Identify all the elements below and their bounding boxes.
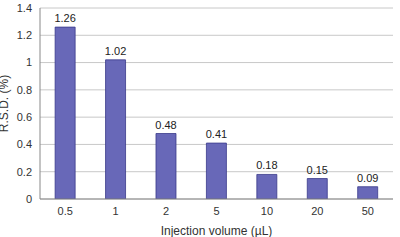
svg-text:1.4: 1.4 (17, 2, 32, 14)
svg-text:R.S.D. (%): R.S.D. (%) (8, 75, 11, 132)
svg-text:1: 1 (113, 205, 119, 217)
svg-text:0.48: 0.48 (155, 119, 176, 131)
svg-text:0.18: 0.18 (256, 159, 277, 171)
svg-text:5: 5 (213, 205, 219, 217)
svg-text:1.26: 1.26 (54, 12, 75, 24)
svg-text:20: 20 (311, 205, 323, 217)
svg-text:0.5: 0.5 (58, 205, 73, 217)
svg-text:0.6: 0.6 (17, 111, 32, 123)
svg-text:0.4: 0.4 (17, 138, 32, 150)
svg-text:1.02: 1.02 (105, 45, 126, 57)
svg-text:0.8: 0.8 (17, 84, 32, 96)
svg-text:50: 50 (362, 205, 374, 217)
svg-text:10: 10 (261, 205, 273, 217)
svg-text:1: 1 (26, 56, 32, 68)
svg-text:1.2: 1.2 (17, 29, 32, 41)
svg-text:Injection volume (µL): Injection volume (µL) (161, 224, 273, 237)
svg-text:0.2: 0.2 (17, 166, 32, 178)
svg-text:0.15: 0.15 (307, 164, 328, 176)
svg-text:0.41: 0.41 (206, 128, 227, 140)
svg-text:0.09: 0.09 (357, 172, 378, 184)
svg-text:0: 0 (26, 193, 32, 205)
svg-text:2: 2 (163, 205, 169, 217)
